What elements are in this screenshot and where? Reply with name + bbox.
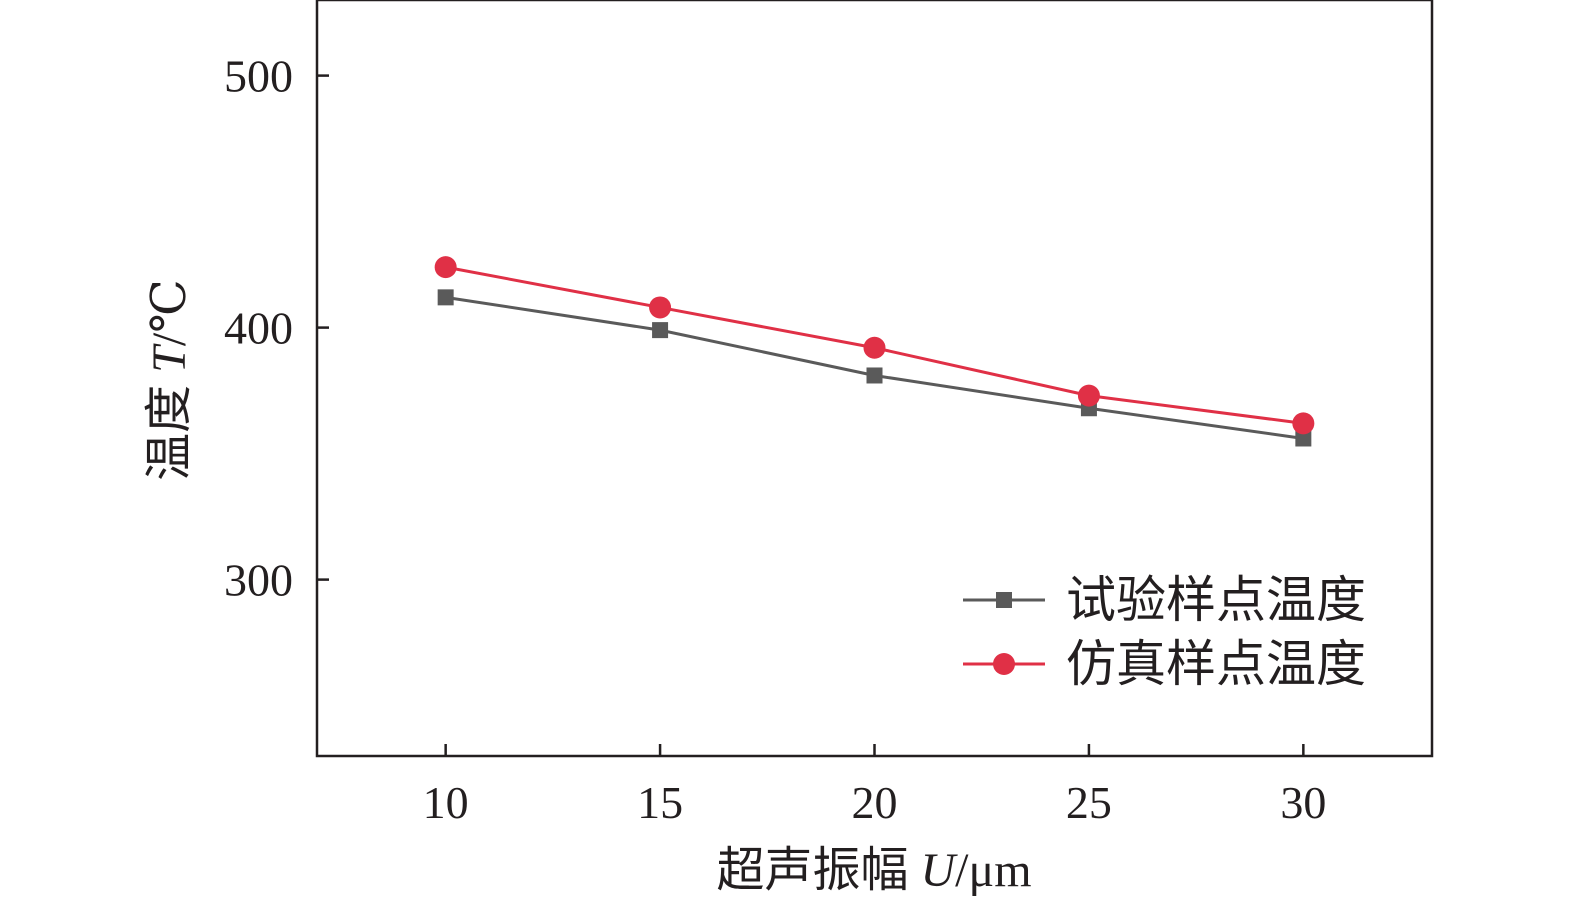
x-tick-label: 15 [637, 777, 683, 828]
y-tick-label: 400 [224, 303, 293, 354]
x-tick-label: 25 [1066, 777, 1112, 828]
legend-label-experiment: 试验样点温度 [1066, 572, 1366, 628]
x-axis-ticks: 10 15 20 25 30 [423, 744, 1326, 828]
y-tick-label: 300 [224, 555, 293, 606]
x-tick-label: 10 [423, 777, 469, 828]
experiment-data-point [866, 367, 883, 384]
legend-circle-marker [993, 653, 1015, 675]
simulation-data-point [863, 336, 886, 359]
legend-entry-simulation: 仿真样点温度 [963, 636, 1366, 692]
x-tick-label: 20 [852, 777, 898, 828]
legend-label-simulation: 仿真样点温度 [1066, 636, 1366, 692]
x-tick-label: 30 [1280, 777, 1326, 828]
series-layer [434, 256, 1315, 447]
simulation-data-point [434, 256, 457, 279]
legend-entry-experiment: 试验样点温度 [963, 572, 1366, 628]
x-axis-title: 超声振幅 U/μm [716, 844, 1031, 897]
y-tick-label: 500 [224, 51, 293, 102]
experiment-data-point [437, 289, 454, 306]
experiment-data-point [652, 322, 669, 339]
simulation-data-point [1292, 412, 1315, 435]
simulation-data-point [1077, 384, 1100, 407]
experiment-data-point [1295, 430, 1312, 447]
simulation-data-point [649, 296, 672, 319]
y-axis-ticks: 300 400 500 [224, 51, 329, 606]
y-axis-title: 温度 T/℃ [143, 279, 196, 481]
legend-square-marker [996, 592, 1012, 608]
legend: 试验样点温度 仿真样点温度 [963, 572, 1366, 692]
